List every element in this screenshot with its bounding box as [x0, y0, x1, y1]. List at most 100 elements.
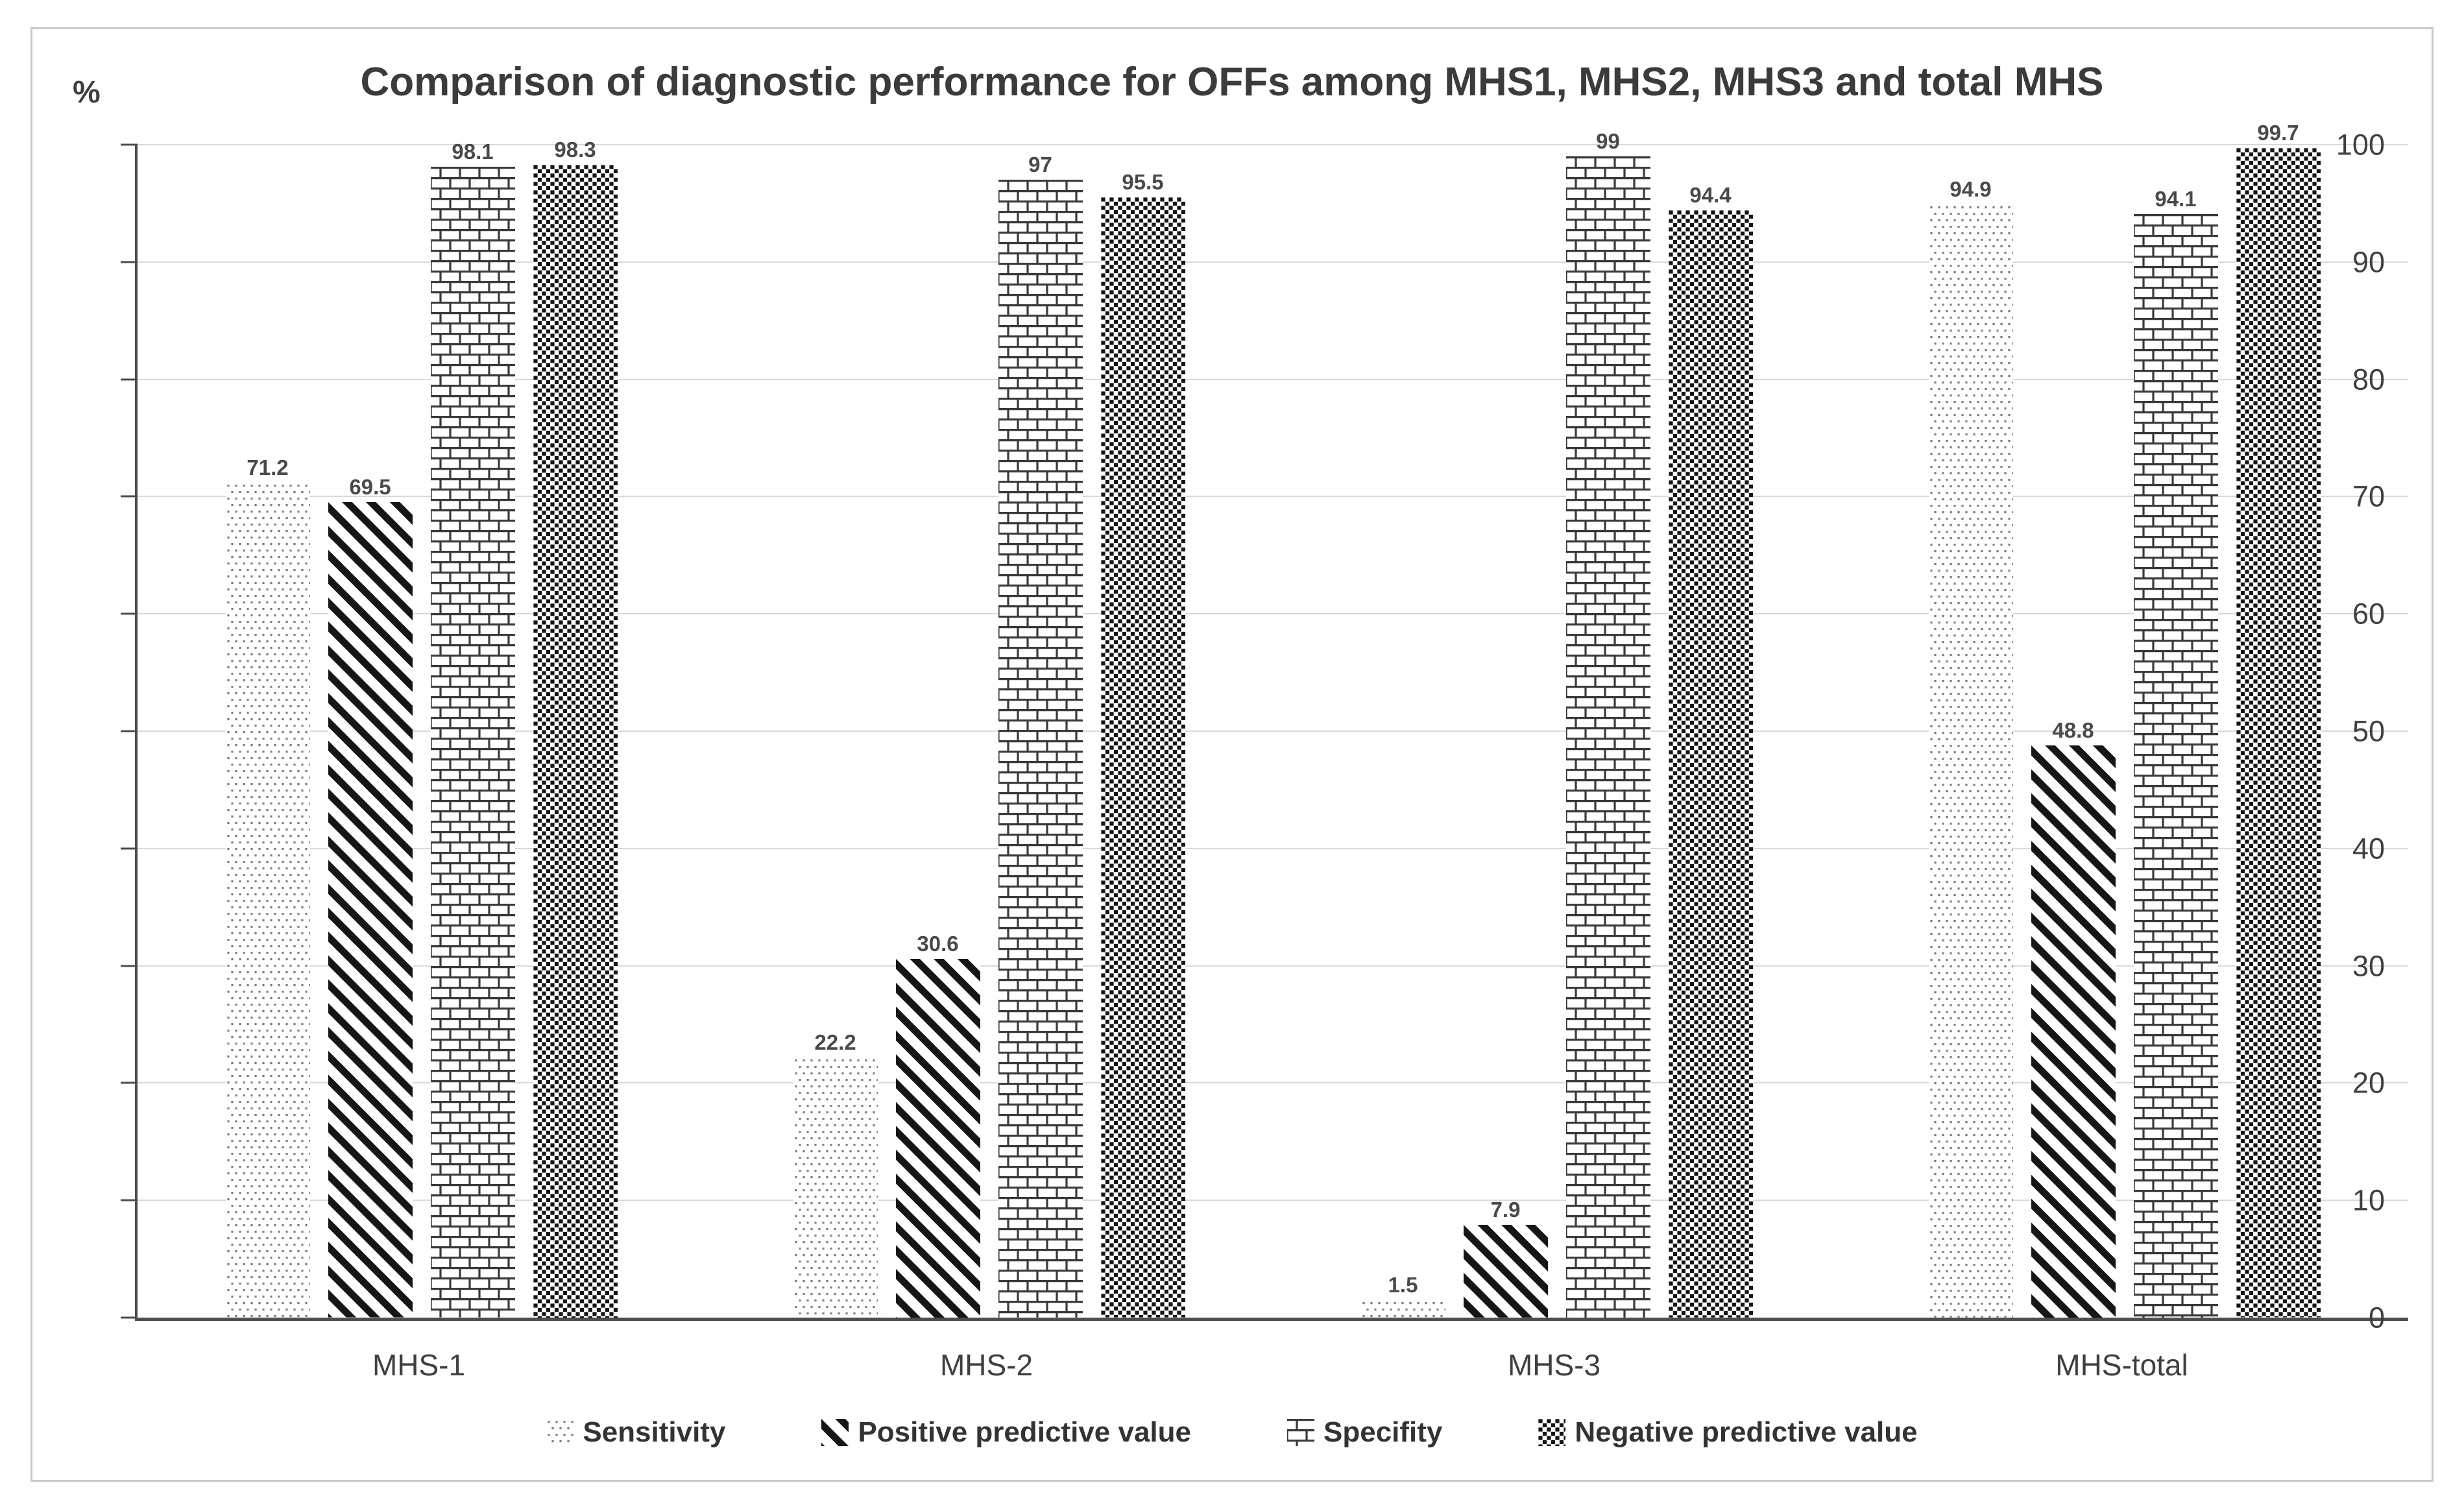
- bar-value-label: 48.8: [2052, 718, 2094, 742]
- bar-pattern-fill: [2133, 213, 2218, 1318]
- gridline-70: [138, 496, 2408, 498]
- gridline-50: [138, 730, 2408, 732]
- gridline-90: [138, 261, 2408, 263]
- gridline-80: [138, 378, 2408, 380]
- bar-cell: 94.4: [1668, 145, 1753, 1318]
- bar-value-label: 22.2: [814, 1030, 856, 1054]
- bar-pattern-fill: [2031, 745, 2116, 1318]
- bar-brick: [430, 167, 515, 1318]
- y-tick-label-90: 90: [2352, 245, 2385, 279]
- legend-label: Specifity: [1323, 1416, 1443, 1448]
- bar-brick: [2133, 213, 2218, 1318]
- bar-value-label: 95.5: [1122, 170, 1164, 195]
- bar-group-mhs-1: 71.2 69.5 98.1 98.3: [225, 139, 618, 1318]
- y-tick-label-50: 50: [2352, 714, 2385, 748]
- y-tickmark-40: [121, 847, 138, 850]
- x-axis-label-mhs-2: MHS-2: [939, 1348, 1033, 1382]
- bar-cell: 71.2: [225, 145, 310, 1318]
- bar-value-label: 99.7: [2257, 121, 2299, 145]
- legend-item: Negative predictive value: [1538, 1416, 1918, 1449]
- y-tickmark-50: [121, 730, 138, 732]
- y-tick-label-100: 100: [2336, 128, 2385, 162]
- bar-value-label: 99: [1596, 129, 1620, 154]
- bar-cell: 95.5: [1100, 145, 1185, 1318]
- y-tick-label-40: 40: [2352, 832, 2385, 865]
- legend-item: Specifity: [1287, 1416, 1442, 1449]
- bar-cell: 98.1: [430, 141, 515, 1318]
- legend-swatch-dots-icon: [546, 1419, 574, 1446]
- plot-area: 0 10 20 30 40 50 60 70 80 90 100 71.2 69.5 98.1 98.3 2…: [121, 122, 2408, 1333]
- y-tick-label-10: 10: [2352, 1183, 2385, 1217]
- gridline-100: [138, 144, 2408, 145]
- gridline-20: [138, 1082, 2408, 1084]
- y-tickmark-30: [121, 965, 138, 967]
- y-tickmark-70: [121, 495, 138, 498]
- bar-pattern-fill: [1668, 210, 1753, 1318]
- bar-value-label: 98.1: [452, 139, 494, 164]
- bar-pattern-fill: [328, 502, 413, 1318]
- y-tickmark-10: [121, 1199, 138, 1201]
- bar-cell: 99.7: [2236, 122, 2321, 1318]
- bar-pattern-fill: [998, 180, 1083, 1318]
- figure-frame: % Comparison of diagnostic performance f…: [30, 27, 2434, 1482]
- bar-dots: [1928, 204, 2013, 1318]
- bar-pattern-fill: [1463, 1225, 1548, 1318]
- bar-pattern-fill: [1928, 204, 2013, 1318]
- y-tickmark-60: [121, 612, 138, 615]
- bar-value-label: 94.1: [2155, 186, 2197, 211]
- bar-cell: 22.2: [793, 145, 878, 1318]
- bar-pattern-fill: [430, 167, 515, 1318]
- bar-cell: 94.9: [1928, 145, 2013, 1318]
- legend-swatch-brick-icon: [1287, 1419, 1314, 1446]
- gridline-10: [138, 1200, 2408, 1201]
- y-tickmark-0: [121, 1316, 138, 1319]
- legend-item: Positive predictive value: [821, 1416, 1191, 1449]
- bar-cell: 69.5: [328, 145, 413, 1318]
- bar-value-label: 30.6: [917, 931, 959, 956]
- bar-cell: 94.1: [2133, 145, 2218, 1318]
- bar-diag: [1463, 1225, 1548, 1318]
- chart-title: Comparison of diagnostic performance for…: [360, 60, 2104, 104]
- legend-swatch-check-icon: [1538, 1419, 1566, 1446]
- bar-brick: [1565, 156, 1650, 1318]
- bar-group-mhs-3: 1.5 7.9 99 94.4: [1360, 130, 1753, 1318]
- bar-pattern-fill: [1565, 156, 1650, 1318]
- bar-dots: [225, 482, 310, 1318]
- bar-cell: 99: [1565, 130, 1650, 1318]
- y-tick-label-70: 70: [2352, 479, 2385, 513]
- bar-value-label: 97: [1028, 152, 1052, 177]
- x-axis-label-mhs-3: MHS-3: [1507, 1348, 1601, 1382]
- bar-dots: [1360, 1299, 1445, 1318]
- bar-pattern-fill: [2236, 148, 2321, 1318]
- y-tickmark-100: [121, 143, 138, 146]
- legend-label: Negative predictive value: [1575, 1416, 1918, 1448]
- bar-pattern-fill: [533, 164, 618, 1318]
- bar-dots: [793, 1057, 878, 1318]
- bar-value-label: 98.3: [554, 137, 596, 162]
- bar-cell: 98.3: [533, 139, 618, 1318]
- bar-check: [533, 164, 618, 1318]
- legend: Sensitivity Positive predictive value Spec…: [32, 1416, 2432, 1449]
- bar-pattern-fill: [225, 482, 310, 1318]
- bar-group-mhs-total: 94.9 48.8 94.1 99.7: [1928, 122, 2321, 1318]
- bar-value-label: 94.9: [1950, 177, 1992, 202]
- y-tickmark-80: [121, 378, 138, 381]
- bars-row: 71.2 69.5 98.1 98.3 22.2 30.6 97 95.5 1.5 7.9 99 94…: [138, 122, 2408, 1318]
- bar-check: [1100, 197, 1185, 1318]
- y-tick-label-60: 60: [2352, 597, 2385, 631]
- bar-pattern-fill: [1360, 1299, 1445, 1318]
- x-axis-label-mhs-total: MHS-total: [2055, 1348, 2188, 1382]
- bar-pattern-fill: [1100, 197, 1185, 1318]
- bar-check: [2236, 148, 2321, 1318]
- gridline-40: [138, 847, 2408, 849]
- bar-pattern-fill: [895, 958, 980, 1318]
- legend-swatch-diag-icon: [821, 1419, 849, 1446]
- y-tick-label-30: 30: [2352, 949, 2385, 983]
- bar-value-label: 7.9: [1490, 1198, 1521, 1222]
- bar-cell: 30.6: [895, 145, 980, 1318]
- legend-item: Sensitivity: [546, 1416, 725, 1449]
- bar-diag: [2031, 745, 2116, 1318]
- legend-label: Positive predictive value: [858, 1416, 1191, 1448]
- bar-cell: 97: [998, 145, 1083, 1318]
- bar-value-label: 69.5: [349, 475, 391, 500]
